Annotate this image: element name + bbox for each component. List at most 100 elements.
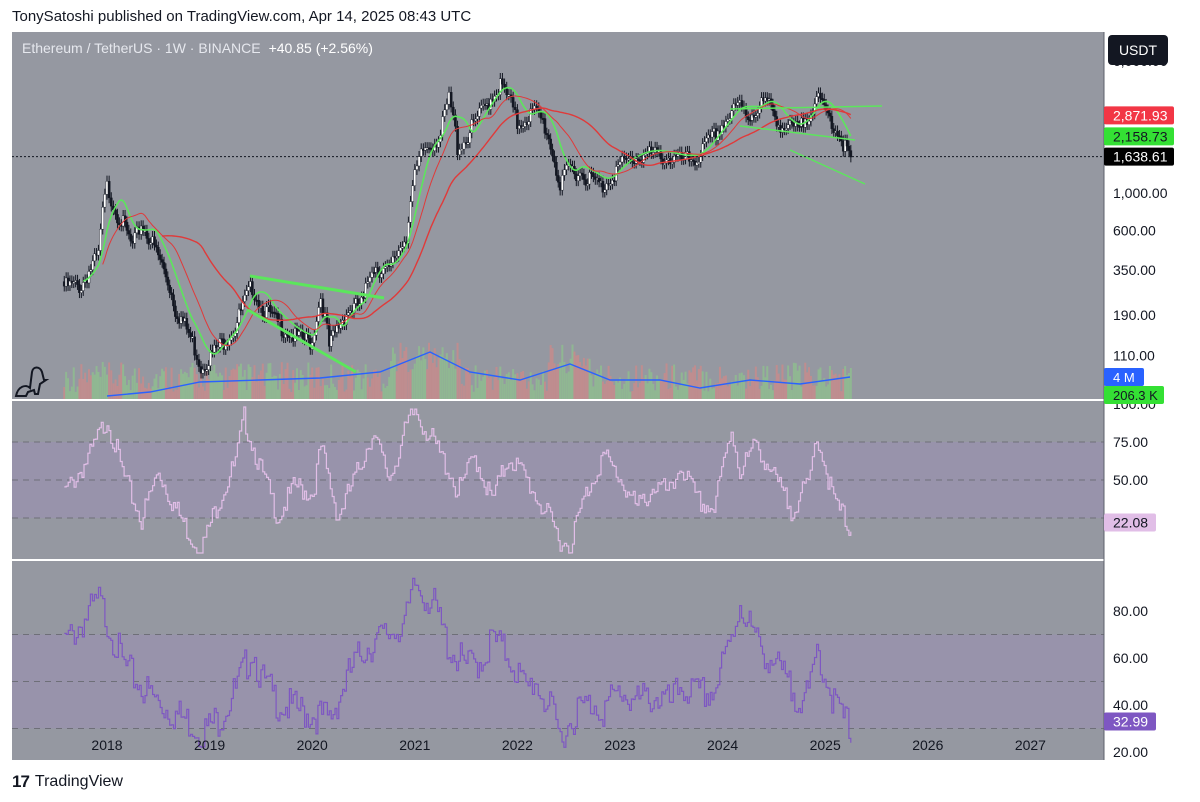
volume-bar (356, 369, 359, 400)
volume-bar (694, 365, 697, 400)
volume-bar (278, 374, 281, 400)
volume-bar (842, 368, 845, 400)
candle (847, 145, 851, 151)
volume-bar (813, 385, 816, 400)
candle (127, 230, 131, 235)
volume-bar (736, 385, 739, 400)
volume-bar (699, 365, 702, 400)
candle (417, 156, 421, 167)
candle (849, 150, 853, 158)
price-axis-tick: 110.00 (1113, 347, 1155, 363)
volume-bar (785, 379, 788, 400)
volume-bar (456, 342, 459, 400)
volume-bar (762, 365, 765, 400)
volume-bar (330, 364, 333, 400)
volume-bar (203, 390, 206, 400)
volume-bar (378, 371, 381, 400)
volume-bar (422, 347, 425, 400)
candle (773, 110, 777, 117)
candle (411, 185, 414, 202)
volume-bar (537, 379, 540, 400)
volume-bar (751, 380, 754, 400)
candle (507, 94, 511, 97)
ma-green-line (82, 86, 852, 355)
candle (651, 152, 655, 155)
volume-bar (245, 389, 248, 400)
volume-bar (257, 374, 260, 400)
volume-bar (187, 377, 190, 400)
volume-bar (313, 387, 316, 400)
volume-bar (280, 362, 283, 400)
candle (243, 295, 247, 302)
volume-bar (489, 377, 492, 400)
volume-bar (551, 348, 554, 400)
volume-bar (170, 367, 173, 400)
volume-bar (239, 363, 242, 400)
volume-bar (709, 378, 712, 400)
volume-bar (747, 369, 750, 400)
volume-bar (611, 381, 614, 400)
volume-bar (600, 365, 602, 400)
volume-bar (675, 386, 678, 400)
candle (454, 114, 457, 127)
stoch-rsi-line (64, 406, 852, 554)
candle (403, 241, 406, 248)
volume-bar (584, 365, 587, 400)
currency-button[interactable]: USDT (1108, 35, 1168, 65)
volume-bar (676, 389, 679, 400)
candle (328, 323, 331, 347)
volume-bar (161, 368, 164, 400)
candle (586, 183, 589, 186)
volume-bar (384, 387, 387, 400)
volume-bar (349, 376, 352, 400)
volume-bar (153, 378, 156, 400)
volume-bar (405, 347, 408, 400)
volume-bar (575, 355, 578, 400)
candle (191, 336, 194, 339)
stoch-value-marker (1104, 513, 1156, 532)
volume-bar (625, 378, 628, 400)
volume-bar (567, 371, 570, 400)
volume-bar (243, 369, 246, 400)
rsi-axis-tick: 60.00 (1113, 650, 1148, 666)
volume-bar (433, 348, 436, 400)
candle (105, 181, 109, 195)
candle (620, 156, 624, 163)
candle (437, 141, 440, 148)
candle (845, 140, 849, 147)
candle (553, 155, 556, 163)
volume-bar (637, 387, 640, 400)
volume-bar (360, 389, 363, 400)
volume-bar (569, 358, 572, 400)
candle (474, 118, 477, 122)
volume-bar (144, 387, 146, 400)
candle (449, 92, 453, 108)
candle (158, 254, 162, 260)
volume-bar (627, 371, 630, 400)
volume-bar (609, 376, 612, 400)
candle (832, 128, 836, 133)
volume-bar (579, 361, 582, 400)
volume-bar (390, 361, 393, 400)
time-axis-tick: 2022 (502, 737, 533, 753)
volume-bar (120, 362, 123, 400)
volume-bar (561, 344, 564, 400)
volume-bar (125, 385, 128, 400)
volume-bar (713, 387, 716, 400)
candle (68, 280, 72, 286)
volume-bar (337, 380, 340, 400)
volume-bar (644, 374, 647, 400)
volume-bar (112, 383, 115, 400)
price-axis-tick: 350.00 (1113, 262, 1156, 278)
volume-bar (437, 357, 440, 400)
candle (627, 158, 630, 161)
volume-bar (435, 367, 438, 400)
candle (616, 164, 620, 167)
footer-brand[interactable]: 17 TradingView (12, 772, 123, 792)
volume-bar (582, 357, 585, 400)
volume-bar (450, 361, 453, 400)
candle (611, 180, 614, 185)
candle (141, 225, 145, 231)
volume-bar (509, 380, 512, 400)
volume-bar (474, 365, 477, 400)
